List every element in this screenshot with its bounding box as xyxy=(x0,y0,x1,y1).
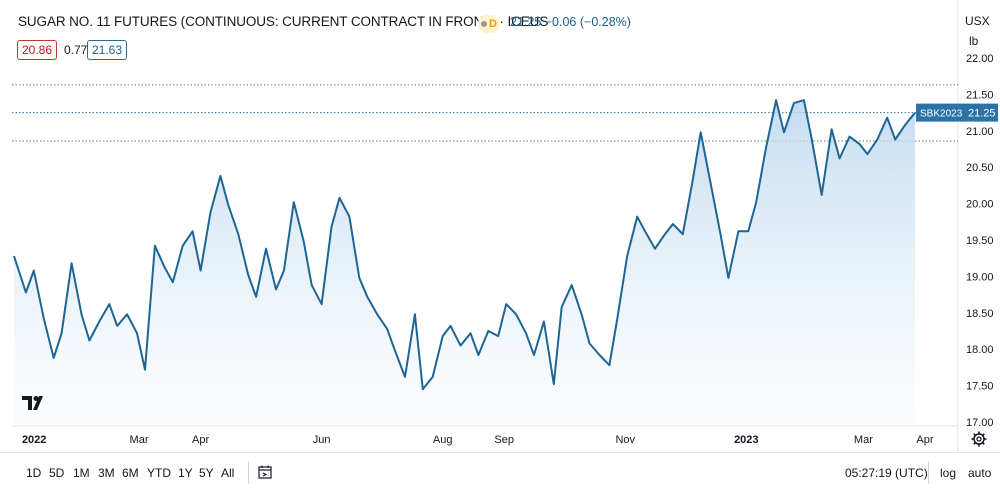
toolbar-divider-right xyxy=(928,462,929,484)
price-chart[interactable]: 17.00 17.50 18.00 18.50 19.00 19.50 20.00 20.50… xyxy=(0,0,1000,452)
y-tick-label: 18.50 xyxy=(966,308,994,320)
symbol-title: SUGAR NO. 11 FUTURES (CONTINUOUS: CURREN… xyxy=(18,14,549,29)
x-tick-label: Apr xyxy=(916,434,933,446)
range-3m-button[interactable]: 3M xyxy=(98,466,115,480)
x-tick-label: Mar xyxy=(130,434,149,446)
x-tick-label: 2023 xyxy=(734,434,758,446)
price-change-quote: 21.25 −0.06 (−0.28%) xyxy=(510,15,631,29)
y-tick-label: 17.50 xyxy=(966,381,994,393)
price-line xyxy=(13,99,916,391)
spread-value: 0.77 xyxy=(64,43,88,57)
x-tick-label: Aug xyxy=(433,434,453,446)
y-tick-label: 19.50 xyxy=(966,235,994,247)
y-tick-label: 20.00 xyxy=(966,199,994,211)
range-5y-button[interactable]: 5Y xyxy=(199,466,214,480)
x-tick-label: 2022 xyxy=(22,434,46,446)
range-ytd-button[interactable]: YTD xyxy=(147,466,171,480)
price-area-fill xyxy=(14,100,915,426)
toolbar-divider xyxy=(248,462,249,484)
bid-price-box[interactable]: 20.86 xyxy=(17,40,58,60)
log-scale-button[interactable]: log xyxy=(940,466,957,480)
x-tick-label: Apr xyxy=(192,434,209,446)
currency-label[interactable]: USX xyxy=(965,14,990,28)
ask-price-box[interactable]: 21.63 xyxy=(87,40,128,60)
y-tick-label: 21.00 xyxy=(966,126,994,138)
range-1m-button[interactable]: 1M xyxy=(73,466,90,480)
tradingview-logo-icon xyxy=(22,396,43,410)
go-to-date-icon[interactable] xyxy=(258,465,272,479)
y-tick-label: 20.50 xyxy=(966,162,994,174)
x-tick-label: Nov xyxy=(615,434,635,446)
bottom-toolbar xyxy=(0,452,1000,493)
x-tick-label: Jun xyxy=(313,434,331,446)
settings-gear-icon[interactable] xyxy=(971,431,987,447)
unit-label: lb xyxy=(969,34,979,48)
range-6m-button[interactable]: 6M xyxy=(122,466,139,480)
x-tick-label: Sep xyxy=(494,434,514,446)
interval-letter: D xyxy=(489,18,497,30)
y-tick-label: 22.00 xyxy=(966,53,994,65)
y-tick-label: 21.50 xyxy=(966,89,994,101)
range-1y-button[interactable]: 1Y xyxy=(178,466,193,480)
interval-badge[interactable]: D xyxy=(478,15,500,33)
last-price-value: 21.25 xyxy=(968,108,996,120)
range-all-button[interactable]: All xyxy=(221,466,235,480)
auto-scale-button[interactable]: auto xyxy=(968,466,992,480)
contract-symbol-label: SBK2023 xyxy=(920,109,963,120)
utc-clock[interactable]: 05:27:19 (UTC) xyxy=(845,466,928,480)
status-dot-icon xyxy=(481,21,488,27)
y-tick-label: 17.00 xyxy=(966,417,994,429)
range-5d-button[interactable]: 5D xyxy=(49,466,65,480)
last-price-label-box xyxy=(916,103,998,122)
range-1d-button[interactable]: 1D xyxy=(26,466,42,480)
y-tick-label: 19.00 xyxy=(966,271,994,283)
x-tick-label: Mar xyxy=(854,434,873,446)
y-tick-label: 18.00 xyxy=(966,344,994,356)
